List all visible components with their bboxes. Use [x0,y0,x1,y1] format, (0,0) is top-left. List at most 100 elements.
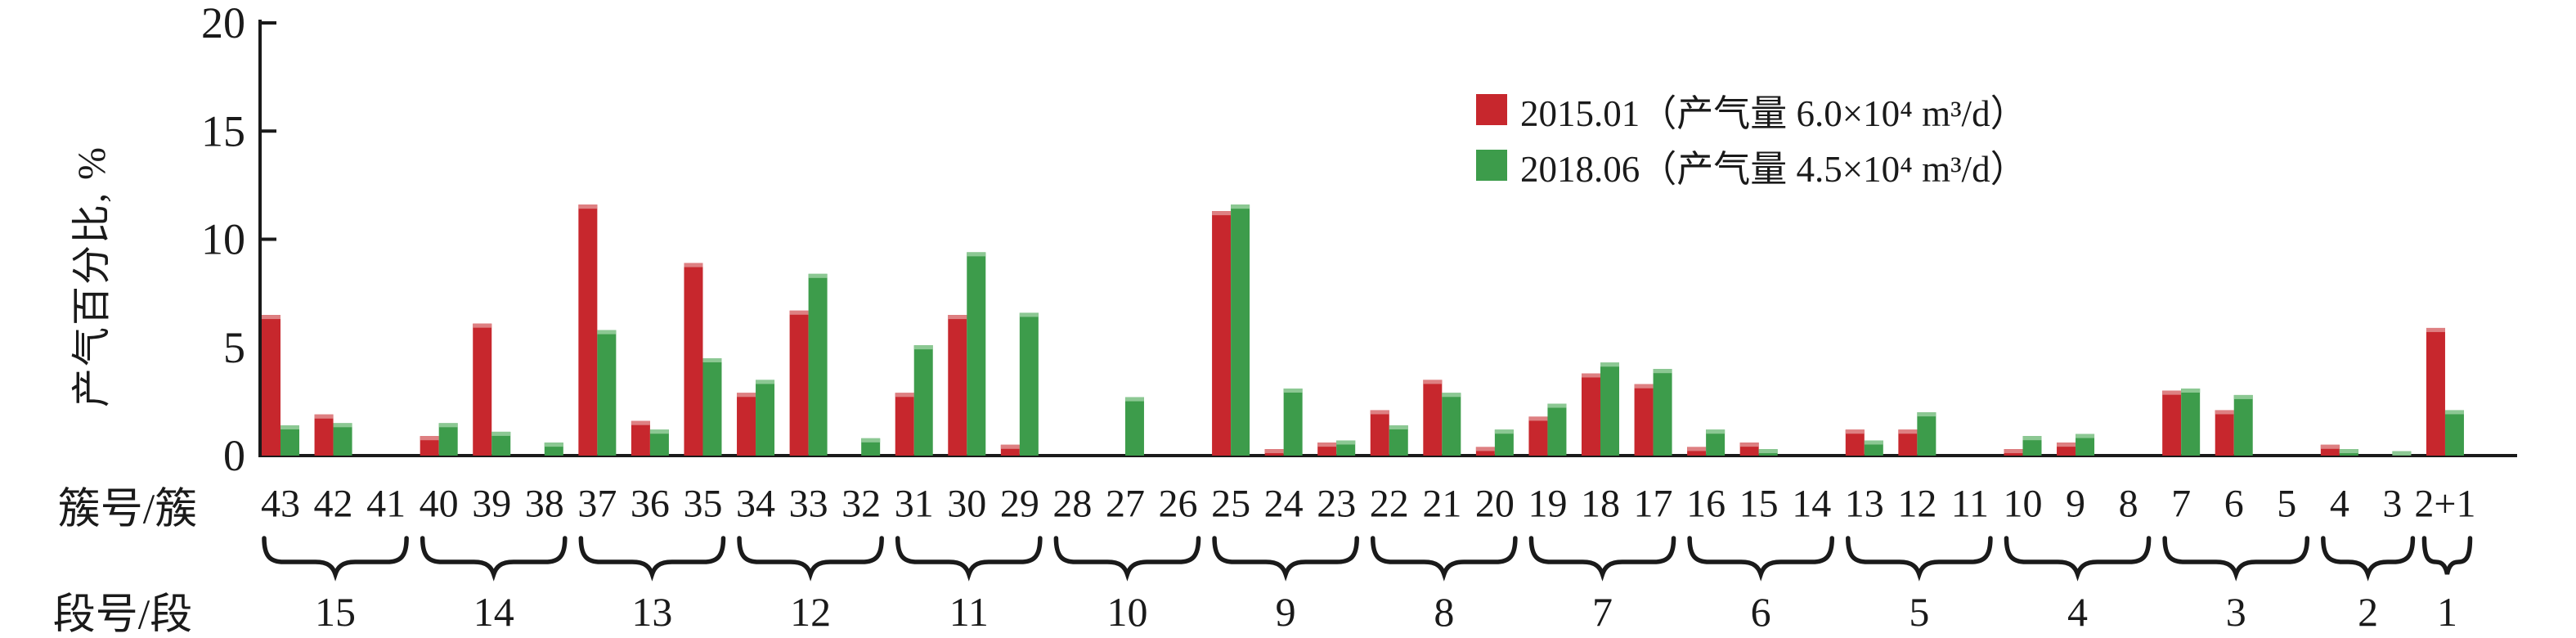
cluster-label-30: 30 [947,483,986,526]
y-tick-label: 10 [201,215,245,264]
stage-label-13: 13 [631,589,672,635]
cluster-label-39: 39 [472,483,511,526]
bar-2018.06-cluster-36 [649,429,669,456]
bar-cap [2233,394,2253,399]
bar-cap [2004,449,2023,454]
cluster-label-37: 37 [577,483,617,526]
cluster-label-3: 3 [2382,483,2402,526]
bar-cap [2339,449,2358,454]
bar-2015.01-cluster-25 [1212,211,1232,456]
bar-2015.01-cluster-20 [1475,447,1495,456]
legend-item-2015: 2015.01（产气量 6.0×10⁴ m³/d） [1476,82,2027,137]
bar-2018.06-cluster-42 [333,423,352,456]
cluster-label-6: 6 [2224,483,2244,526]
bar-2015.01-cluster-13 [1845,429,1865,456]
bar-cap [1687,447,1707,452]
stage-label-1: 1 [2437,589,2457,635]
cluster-label-43: 43 [261,483,300,526]
bar-cap [1317,443,1337,447]
bar-cap [491,431,511,436]
bar-2018.06-cluster-2+1 [2444,410,2464,456]
bar-cap [1917,412,1936,417]
y-tick-label: 0 [223,431,245,480]
cluster-label-31: 31 [895,483,934,526]
bar-2015.01-cluster-37 [578,204,598,456]
bar-2018.06-cluster-9 [2076,434,2095,456]
bar-cap [631,420,650,425]
cluster-label-34: 34 [736,483,775,526]
bar-2015.01-cluster-30 [948,315,967,456]
stage-brace-2 [2321,536,2416,582]
bar-cap [1000,444,1020,449]
bar-2018.06-cluster-21 [1442,393,1461,456]
bar-cap [1547,403,1567,408]
bar-cap [1389,425,1408,429]
legend-swatch-2018-icon [1476,150,1507,181]
stage-brace-6 [1687,536,1834,582]
bar-cap [2426,327,2445,332]
bar-cap [2162,390,2182,395]
cluster-label-42: 42 [314,483,353,526]
stage-label-7: 7 [1592,589,1613,635]
bar-2018.06-cluster-17 [1653,369,1672,456]
bar-cap [913,345,933,350]
bar-2015.01-cluster-21 [1423,380,1443,456]
cluster-label-33: 33 [789,483,828,526]
bar-2015.01-cluster-39 [473,323,492,456]
bar-cap [1370,410,1389,415]
bar-cap [1739,443,1759,447]
legend: 2015.01（产气量 6.0×10⁴ m³/d） 2018.06（产气量 4.… [1476,82,2027,193]
stage-brace-7 [1528,536,1676,582]
bar-2018.06-cluster-22 [1389,425,1408,456]
bar-cap [1653,369,1672,374]
cluster-label-23: 23 [1317,483,1356,526]
cluster-label-4: 4 [2330,483,2349,526]
bar-2018.06-cluster-18 [1600,362,1619,456]
bar-cap [895,393,914,398]
bar-cap [861,438,881,443]
stage-label-3: 3 [2226,589,2246,635]
stage-label-4: 4 [2067,589,2088,635]
cluster-label-15: 15 [1739,483,1779,526]
cluster-label-9: 9 [2066,483,2085,526]
cluster-label-18: 18 [1581,483,1620,526]
bar-2015.01-cluster-43 [262,315,280,456]
cluster-label-32: 32 [841,483,881,526]
bar-2018.06-cluster-43 [280,425,299,456]
bar-cap [1019,312,1039,317]
bar-2015.01-cluster-33 [789,310,809,456]
cluster-label-2+1: 2+1 [2414,483,2475,526]
cluster-label-26: 26 [1159,483,1198,526]
stage-brace-13 [578,536,726,582]
bar-cap [2022,436,2042,441]
stage-label-6: 6 [1751,589,1771,635]
bar-cap [2320,444,2340,449]
bar-cap [1706,429,1726,434]
bar-2018.06-cluster-34 [756,380,775,456]
stage-label-2: 2 [2358,589,2378,635]
bar-2015.01-cluster-34 [737,393,756,456]
bar-2018.06-cluster-16 [1706,429,1726,456]
bar-cap [420,436,439,441]
bar-cap [578,204,598,209]
bar-cap [756,380,775,384]
cluster-label-14: 14 [1792,483,1831,526]
cluster-label-21: 21 [1422,483,1461,526]
bar-2015.01-cluster-18 [1582,373,1600,456]
bar-cap [1758,449,1778,454]
stage-brace-8 [1371,536,1518,582]
bar-2015.01-cluster-40 [420,436,439,456]
bar-cap [1634,384,1654,389]
bar-2015.01-cluster-36 [631,420,650,456]
stage-brace-5 [1846,536,1993,582]
bar-2018.06-cluster-32 [861,438,881,456]
bar-2018.06-cluster-29 [1019,312,1039,456]
bar-cap [2057,443,2076,447]
bar-cap [1600,362,1619,367]
bar-2015.01-cluster-12 [1898,429,1918,456]
bar-cap [333,423,352,428]
cluster-axis-label: 簇号/簇 [57,486,198,533]
bar-cap [948,315,967,320]
bar-cap [1423,380,1443,384]
bar-cap [808,273,828,278]
